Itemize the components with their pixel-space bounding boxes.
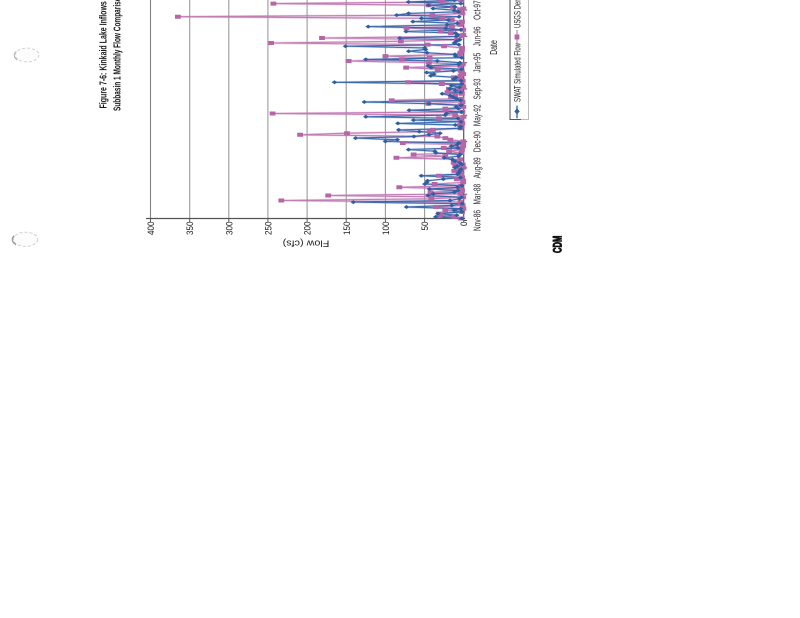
svg-text:CDM: CDM — [552, 236, 565, 253]
svg-text:USGS Derived Flow: USGS Derived Flow — [512, 0, 523, 28]
svg-text:Jan-95: Jan-95 — [471, 53, 483, 73]
svg-text:Mar-88: Mar-88 — [471, 184, 483, 205]
svg-text:Jun-96: Jun-96 — [471, 26, 483, 46]
svg-text:350: 350 — [185, 221, 196, 235]
svg-text:100: 100 — [380, 221, 391, 235]
svg-text:400: 400 — [145, 221, 156, 235]
svg-text:Subbasin 1 Monthly Flow Compar: Subbasin 1 Monthly Flow Comparison — [111, 0, 123, 111]
svg-text:50: 50 — [419, 221, 430, 230]
svg-text:Flow (cfs): Flow (cfs) — [283, 238, 330, 248]
svg-text:SWAT Simulated Flow: SWAT Simulated Flow — [512, 43, 523, 102]
svg-text:Nov-86: Nov-86 — [471, 210, 483, 231]
svg-text:250: 250 — [263, 221, 274, 235]
svg-text:Date: Date — [488, 40, 500, 55]
svg-text:0: 0 — [459, 221, 470, 226]
svg-text:300: 300 — [224, 221, 235, 235]
svg-text:Aug-89: Aug-89 — [471, 157, 483, 178]
svg-text:Sep-93: Sep-93 — [471, 78, 483, 99]
svg-text:Oct-97: Oct-97 — [471, 0, 483, 20]
svg-text:150: 150 — [341, 221, 352, 235]
svg-text:Dec-90: Dec-90 — [471, 131, 483, 152]
svg-text:Figure 7-6: Kinkaid Lake Inflo: Figure 7-6: Kinkaid Lake Inflows — [97, 1, 109, 108]
svg-text:May-92: May-92 — [471, 104, 483, 126]
svg-text:200: 200 — [302, 221, 313, 235]
